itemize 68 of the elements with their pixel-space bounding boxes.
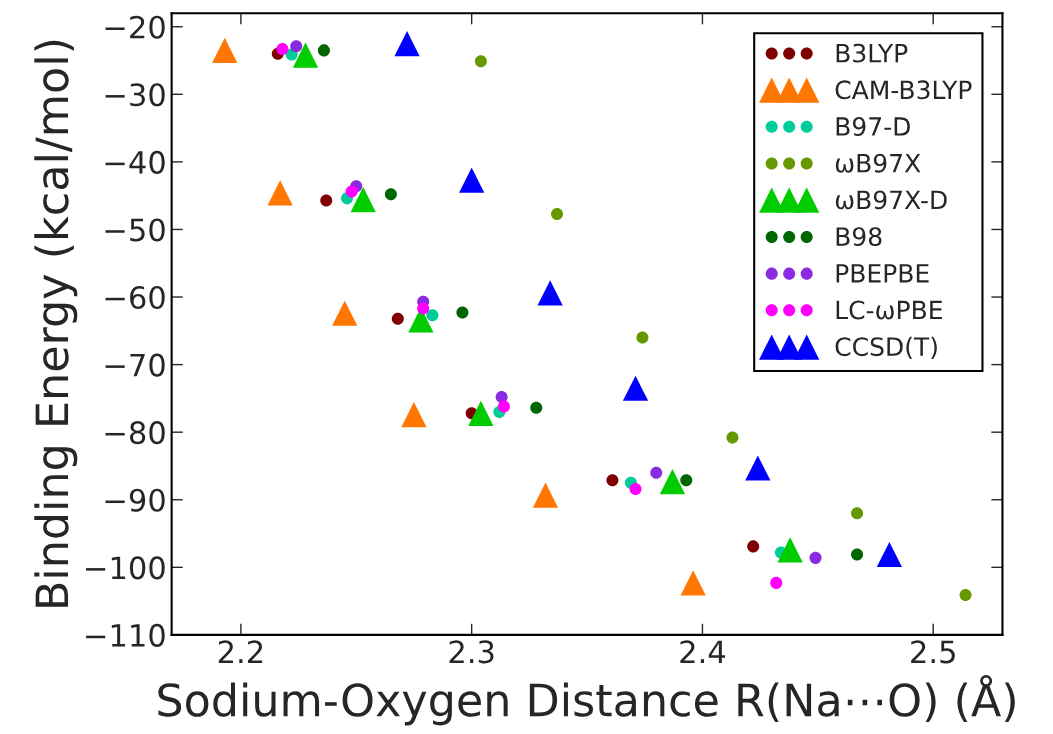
y-tick-label: −50 [105,218,165,242]
y-tick-label: −80 [105,421,165,445]
point [777,537,803,563]
point [394,31,420,57]
point [959,589,972,602]
point [876,541,902,568]
legend-label: B98 [836,227,882,247]
point [317,44,330,57]
point [680,570,706,596]
point [659,468,686,495]
point [636,331,649,344]
point [391,312,404,325]
point [332,300,358,326]
point [551,207,564,220]
legend-label: ωB97X [835,153,921,173]
x-tick-label: 2.3 [449,640,494,664]
point [290,40,303,53]
y-tick-label: −100 [86,556,165,580]
point [292,42,319,68]
y-tick-label: −90 [105,488,165,512]
point [851,548,864,561]
point [770,576,783,589]
x-tick-label: 2.5 [911,640,955,664]
point [384,188,397,201]
point [530,401,543,414]
legend-label: PBEPBE [836,264,929,283]
legend-label: CCSD(T) [835,336,937,360]
legend-label: LC-ωPBE [836,300,942,320]
x-axis-title: Sodium-Oxygen Distance R(Na⋯O) (Å) [158,674,1015,726]
point [745,455,771,481]
y-tick-label: −30 [105,83,165,107]
point [350,187,376,213]
point [468,400,494,426]
legend-label: B97-D [836,117,910,136]
point [212,37,238,63]
point [622,375,649,401]
y-tick-label: −70 [105,353,165,377]
y-tick-label: −110 [86,623,165,647]
point [267,180,293,206]
point [456,306,469,319]
point [497,400,510,413]
legend-label: ωB97X-D [835,190,947,210]
point [474,55,487,68]
point [401,402,427,428]
point [426,309,439,322]
point [747,540,760,553]
point [726,431,739,444]
point [606,474,619,487]
point [650,466,663,479]
point [345,185,358,198]
x-tick-label: 2.2 [218,640,263,663]
legend-label: CAM-B3LYP [835,80,972,100]
legend-label: B3LYP [836,43,908,63]
point [417,302,430,315]
point [680,474,693,487]
point [537,280,563,306]
y-tick-label: −60 [105,285,165,310]
y-tick-label: −20 [105,15,165,39]
point [851,507,864,520]
y-axis-title: Binding Energy (kcal/mol) [34,40,78,607]
point [320,194,333,207]
point [629,482,642,495]
point [459,167,485,193]
point [276,43,289,56]
point [532,482,559,508]
x-tick-label: 2.4 [680,640,726,663]
y-tick-label: −40 [105,150,165,174]
point [809,551,822,564]
